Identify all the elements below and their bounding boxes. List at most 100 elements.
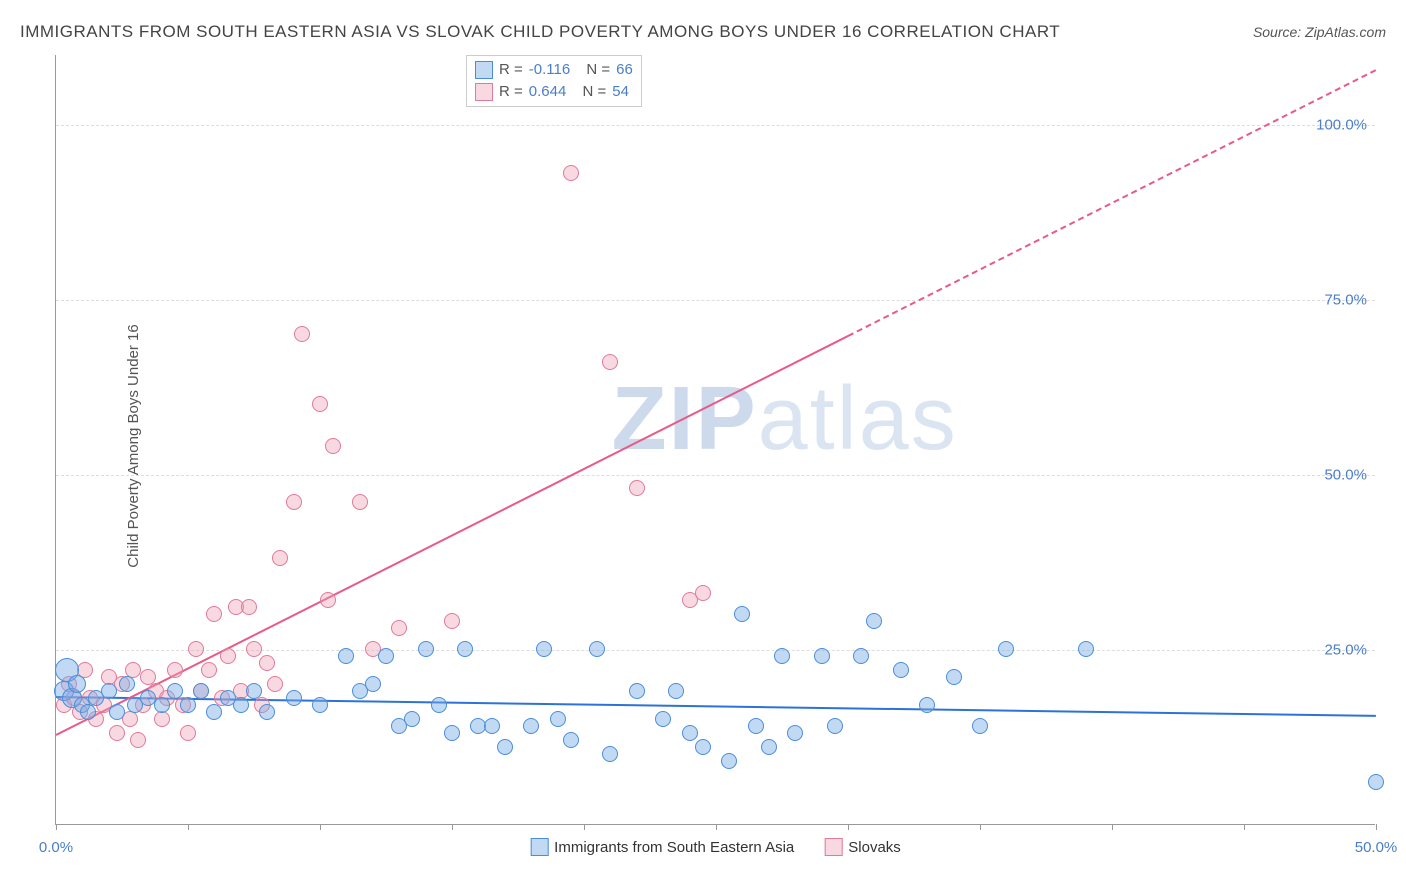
y-tick-label: 25.0%: [1324, 642, 1367, 659]
point-immigrants: [167, 683, 183, 699]
point-immigrants: [154, 697, 170, 713]
chart-title: IMMIGRANTS FROM SOUTH EASTERN ASIA VS SL…: [20, 22, 1060, 42]
point-slovaks: [167, 662, 183, 678]
watermark: ZIPatlas: [612, 367, 958, 470]
point-slovaks: [320, 592, 336, 608]
point-immigrants: [946, 669, 962, 685]
point-slovaks: [241, 599, 257, 615]
point-immigrants: [365, 676, 381, 692]
point-immigrants: [668, 683, 684, 699]
x-tick-label: 0.0%: [39, 839, 73, 856]
point-slovaks: [602, 354, 618, 370]
plot-area: ZIPatlas R = -0.116 N = 66 R = 0.644 N =…: [55, 55, 1375, 825]
point-immigrants: [866, 613, 882, 629]
point-immigrants: [457, 641, 473, 657]
legend-item: Immigrants from South Eastern Asia: [530, 838, 794, 856]
point-immigrants: [404, 711, 420, 727]
point-immigrants: [589, 641, 605, 657]
x-tick: [188, 824, 189, 830]
legend-label: Immigrants from South Eastern Asia: [554, 839, 794, 856]
point-immigrants: [497, 739, 513, 755]
point-slovaks: [246, 641, 262, 657]
point-immigrants: [536, 641, 552, 657]
point-immigrants: [444, 725, 460, 741]
y-tick-label: 50.0%: [1324, 467, 1367, 484]
point-slovaks: [201, 662, 217, 678]
point-immigrants: [246, 683, 262, 699]
x-tick: [320, 824, 321, 830]
point-immigrants: [919, 697, 935, 713]
point-slovaks: [272, 550, 288, 566]
point-immigrants: [972, 718, 988, 734]
point-immigrants: [629, 683, 645, 699]
point-slovaks: [259, 655, 275, 671]
gridline: [56, 300, 1375, 301]
point-immigrants: [206, 704, 222, 720]
point-immigrants: [550, 711, 566, 727]
point-immigrants: [312, 697, 328, 713]
point-slovaks: [352, 494, 368, 510]
y-tick-label: 100.0%: [1316, 117, 1367, 134]
point-immigrants: [734, 606, 750, 622]
source-attribution: Source: ZipAtlas.com: [1253, 24, 1386, 40]
point-immigrants: [233, 697, 249, 713]
point-immigrants: [602, 746, 618, 762]
point-slovaks: [294, 326, 310, 342]
point-immigrants: [682, 725, 698, 741]
correlation-legend: R = -0.116 N = 66 R = 0.644 N = 54: [466, 55, 642, 107]
legend-row: R = -0.116 N = 66: [475, 59, 633, 81]
point-slovaks: [563, 165, 579, 181]
point-slovaks: [267, 676, 283, 692]
x-tick: [56, 824, 57, 830]
legend-swatch: [475, 83, 493, 101]
point-immigrants: [431, 697, 447, 713]
y-tick-label: 75.0%: [1324, 292, 1367, 309]
point-immigrants: [748, 718, 764, 734]
gridline: [56, 125, 1375, 126]
point-immigrants: [1368, 774, 1384, 790]
x-tick: [716, 824, 717, 830]
point-immigrants: [774, 648, 790, 664]
point-slovaks: [180, 725, 196, 741]
x-tick: [584, 824, 585, 830]
x-tick-label: 50.0%: [1355, 839, 1398, 856]
x-tick: [980, 824, 981, 830]
point-slovaks: [444, 613, 460, 629]
trendline-slovaks-extrapolated: [848, 69, 1377, 337]
point-immigrants: [787, 725, 803, 741]
point-slovaks: [109, 725, 125, 741]
point-slovaks: [325, 438, 341, 454]
x-tick: [848, 824, 849, 830]
point-immigrants: [101, 683, 117, 699]
x-tick: [452, 824, 453, 830]
point-immigrants: [80, 704, 96, 720]
point-immigrants: [259, 704, 275, 720]
point-immigrants: [418, 641, 434, 657]
point-immigrants: [378, 648, 394, 664]
legend-swatch: [530, 838, 548, 856]
x-tick: [1244, 824, 1245, 830]
point-immigrants: [286, 690, 302, 706]
point-slovaks: [206, 606, 222, 622]
series-legend: Immigrants from South Eastern Asia Slovak…: [530, 838, 901, 856]
point-immigrants: [814, 648, 830, 664]
legend-item: Slovaks: [824, 838, 901, 856]
x-tick: [1112, 824, 1113, 830]
point-immigrants: [761, 739, 777, 755]
point-immigrants: [893, 662, 909, 678]
point-immigrants: [109, 704, 125, 720]
legend-label: Slovaks: [848, 839, 901, 856]
point-slovaks: [154, 711, 170, 727]
legend-swatch: [475, 61, 493, 79]
point-immigrants: [827, 718, 843, 734]
point-immigrants: [695, 739, 711, 755]
point-immigrants: [119, 676, 135, 692]
point-immigrants: [523, 718, 539, 734]
legend-row: R = 0.644 N = 54: [475, 81, 633, 103]
point-slovaks: [130, 732, 146, 748]
point-immigrants: [180, 697, 196, 713]
point-immigrants: [484, 718, 500, 734]
point-immigrants: [853, 648, 869, 664]
gridline: [56, 475, 1375, 476]
point-immigrants: [721, 753, 737, 769]
